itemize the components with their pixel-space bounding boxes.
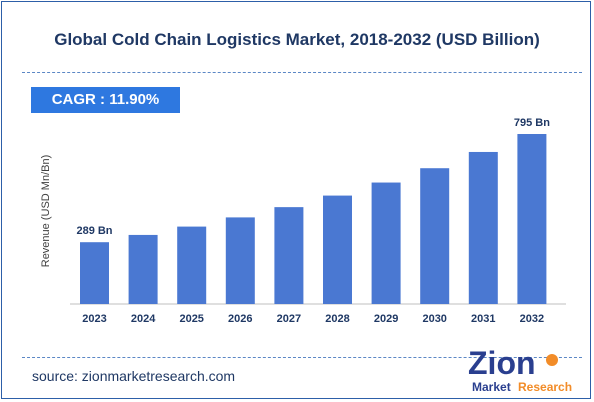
x-tick-label: 2024 [131,313,156,325]
x-tick-label: 2032 [520,313,544,325]
bar-2031 [468,151,498,304]
data-labels: 289 Bn 795 Bn [76,117,550,237]
bottom-divider [22,357,582,358]
bars-group [80,134,547,304]
bar-2029 [371,182,401,304]
y-axis-label: Revenue (USD Mn/Bn) [40,155,52,268]
x-tick-labels: 2023 2024 2025 2026 2027 2028 2029 2030 2031 2032 [82,313,544,325]
bar-2028 [323,195,352,304]
bar-2032 [517,134,547,304]
x-tick-label: 2027 [277,313,301,325]
bar-2026 [225,217,255,304]
cagr-badge: CAGR : 11.90% [31,87,180,113]
x-tick-label: 2031 [471,313,495,325]
chart-title: Global Cold Chain Logistics Market, 2018… [54,30,540,49]
source-text: source: zionmarketresearch.com [32,368,236,384]
x-tick-label: 2026 [228,313,252,325]
top-divider [22,72,582,73]
data-label: 795 Bn [514,117,550,129]
x-tick-label: 2028 [325,313,349,325]
bar-2027 [274,207,304,304]
x-tick-label: 2029 [374,313,398,325]
logo-sub-left: Market [472,380,511,394]
logo-word: Zion [468,345,536,381]
data-label: 289 Bn [76,225,112,237]
x-tick-label: 2025 [179,313,203,325]
bar-2025 [177,226,207,304]
x-tick-label: 2023 [82,313,106,325]
logo-dot-icon [546,354,558,366]
x-tick-label: 2030 [422,313,446,325]
bar-2023 [80,242,109,304]
bar-2030 [420,168,450,304]
zion-logo: Zion Market Research [468,345,572,394]
bar-2024 [128,234,158,304]
logo-sub-right: Research [518,380,572,394]
